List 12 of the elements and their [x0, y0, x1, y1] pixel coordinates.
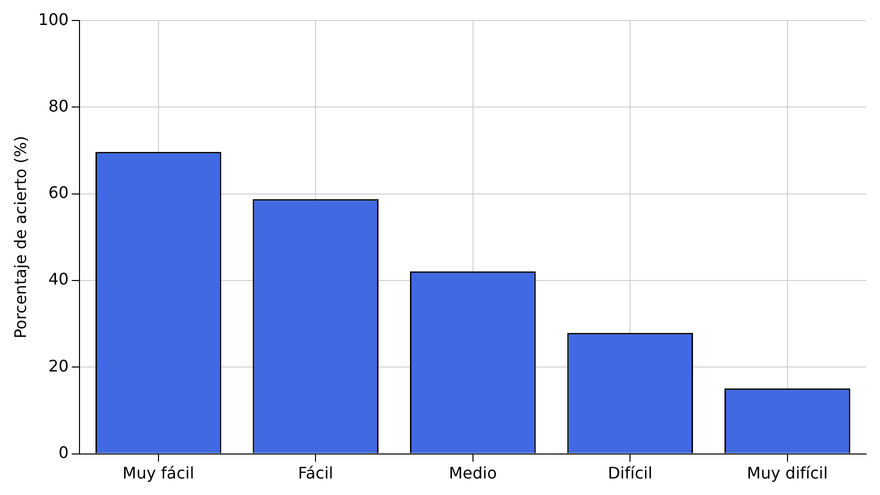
y-tick-label: 0: [58, 442, 69, 462]
x-tick-label: Muy fácil: [122, 464, 194, 483]
x-tick-label: Fácil: [298, 464, 334, 483]
x-tick-label: Difícil: [608, 464, 652, 483]
x-tick-label: Muy difícil: [746, 464, 828, 483]
y-axis-title: Porcentaje de acierto (%): [10, 136, 30, 339]
y-tick-label: 80: [48, 96, 69, 116]
y-tick-label: 100: [38, 10, 69, 29]
y-tick-label: 60: [48, 183, 69, 202]
y-tick-label: 40: [48, 270, 69, 289]
y-tick-label: 20: [48, 356, 69, 376]
x-tick-label: Medio: [448, 464, 497, 483]
